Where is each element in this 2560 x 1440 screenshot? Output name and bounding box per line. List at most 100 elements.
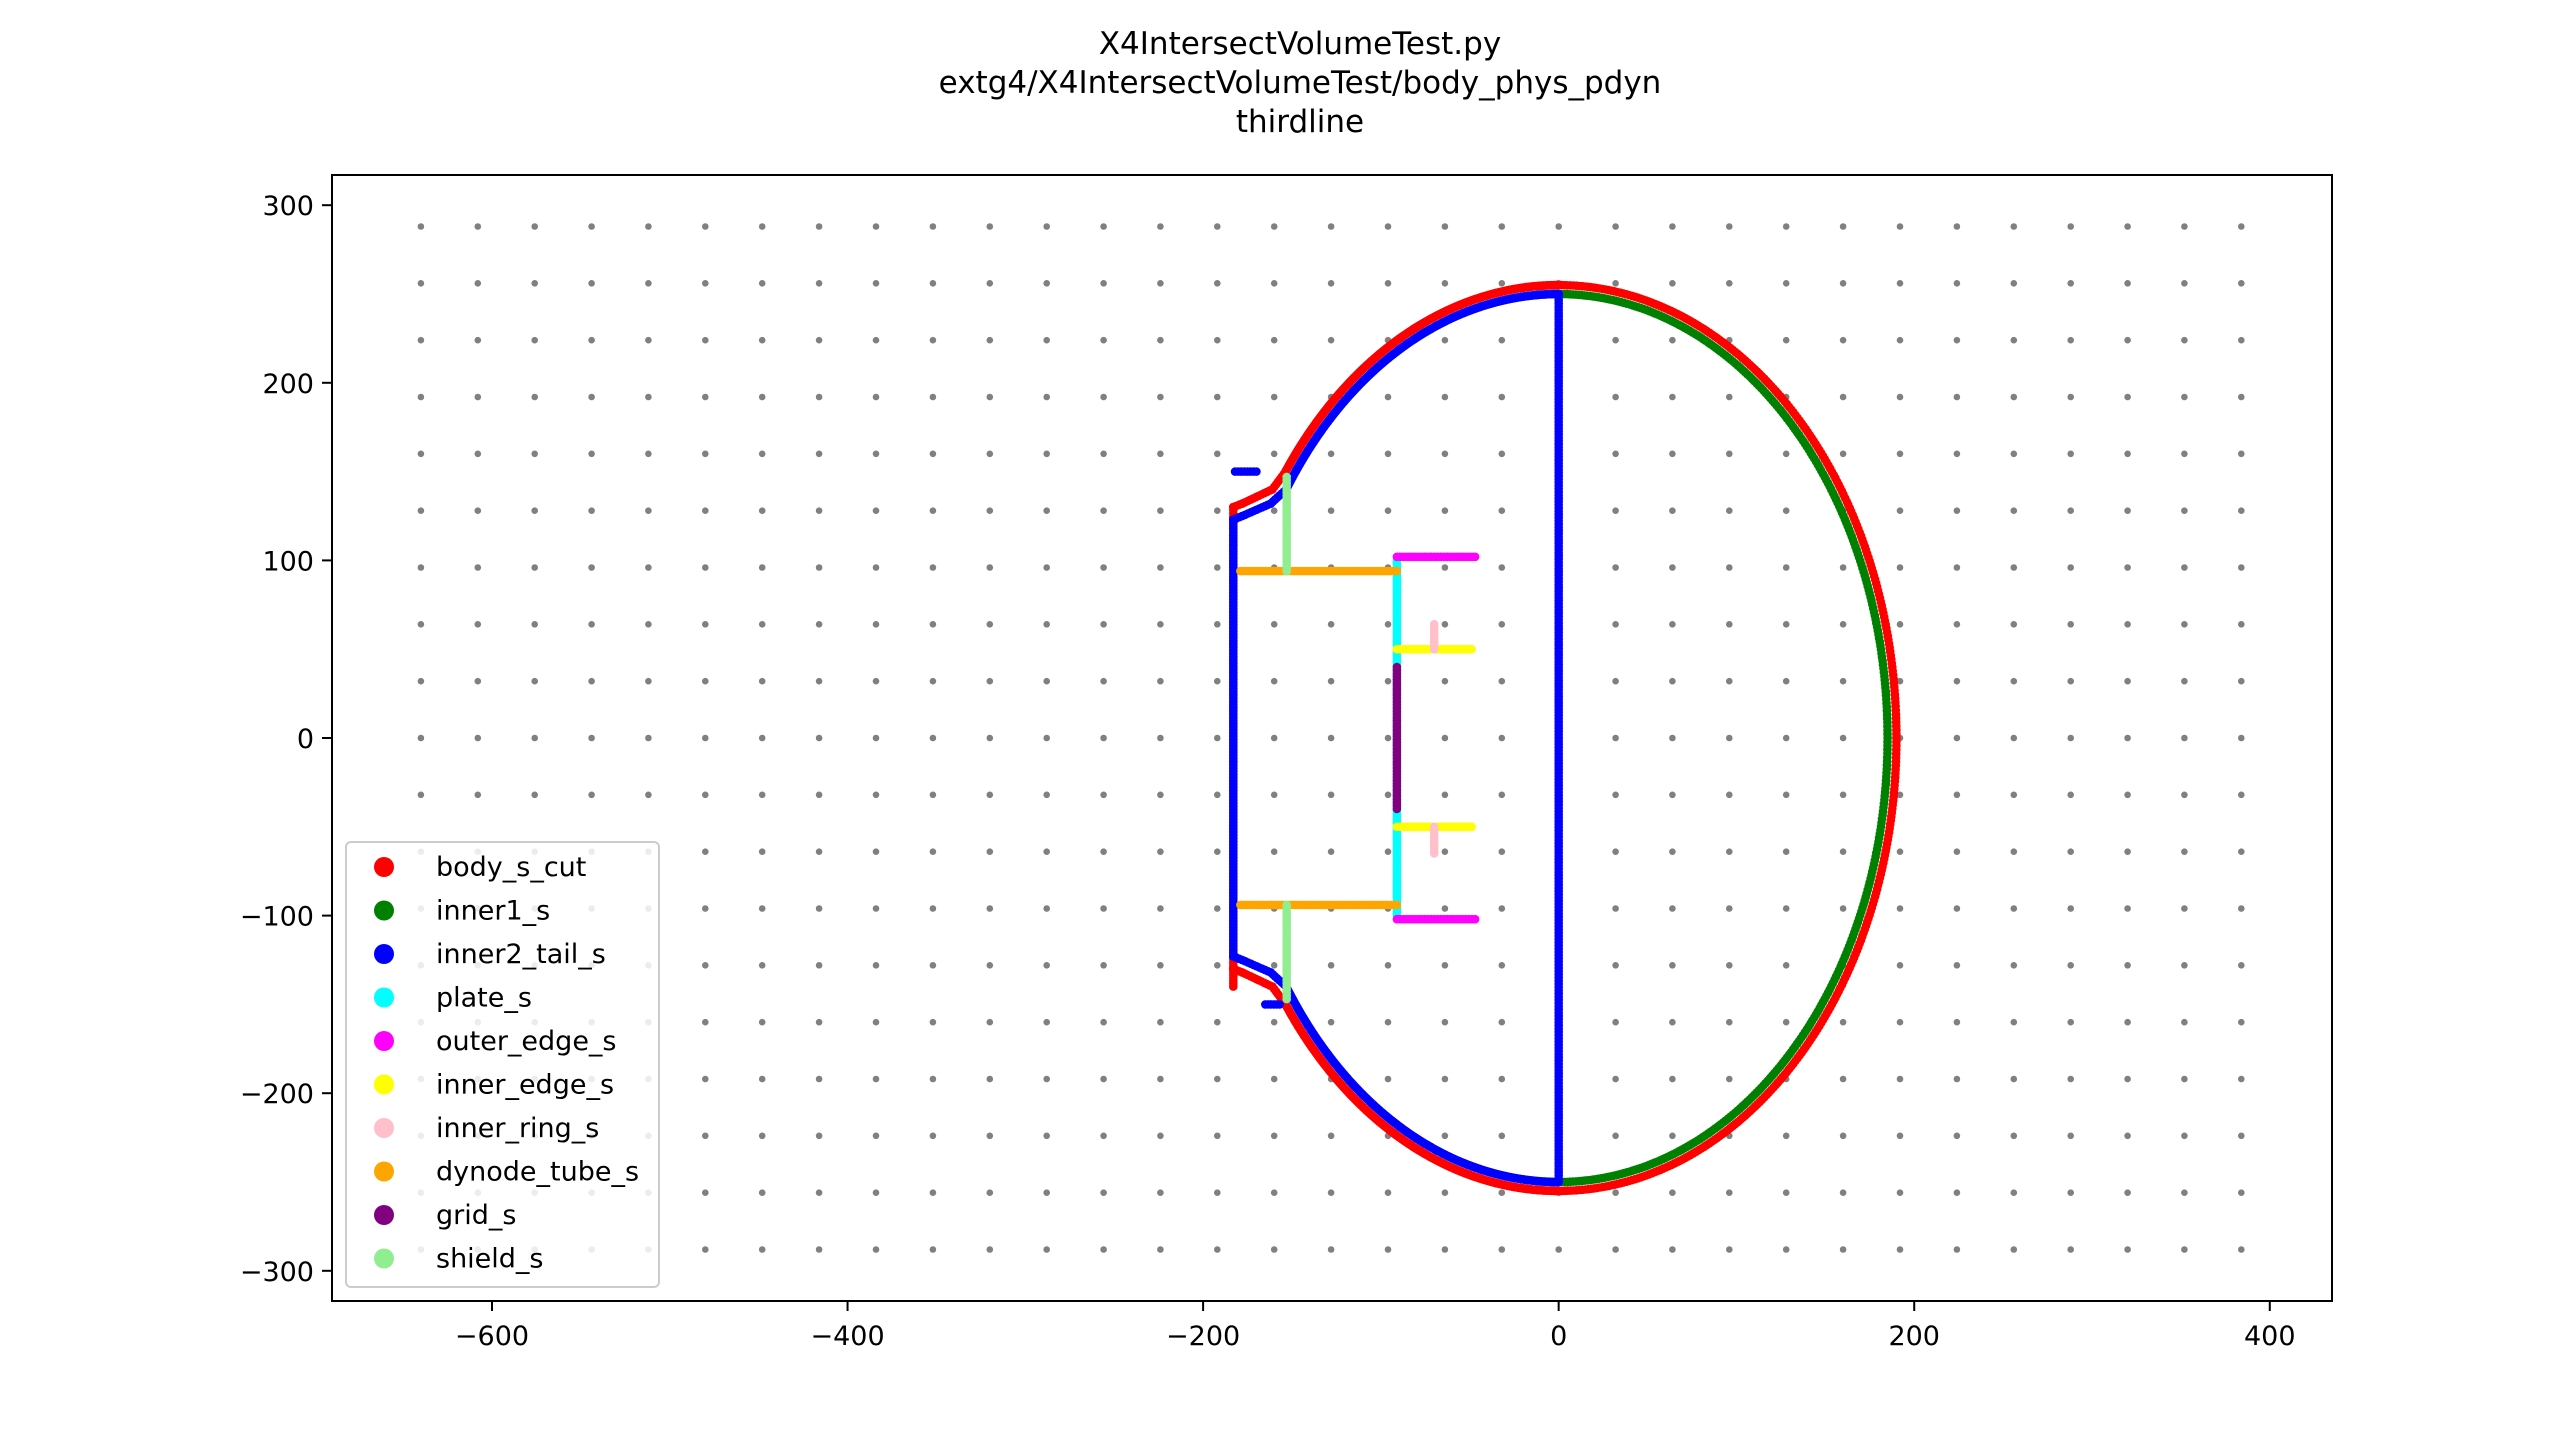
background-point bbox=[531, 621, 538, 628]
background-point bbox=[815, 336, 823, 344]
background-point bbox=[645, 336, 652, 344]
background-point bbox=[1782, 450, 1790, 458]
y-tick-label: 100 bbox=[262, 546, 314, 577]
background-point bbox=[1441, 734, 1449, 742]
background-point bbox=[1612, 280, 1619, 287]
background-point bbox=[702, 450, 709, 458]
background-point bbox=[1157, 564, 1164, 571]
background-point bbox=[929, 1075, 937, 1083]
background-point bbox=[815, 905, 823, 912]
background-point bbox=[1043, 1246, 1050, 1253]
background-point bbox=[1669, 450, 1676, 458]
background-point bbox=[1669, 507, 1676, 514]
background-point bbox=[758, 280, 766, 287]
background-point bbox=[1043, 450, 1050, 458]
background-point bbox=[1214, 1132, 1221, 1140]
background-point bbox=[1384, 677, 1392, 685]
background-point bbox=[417, 677, 425, 685]
background-point bbox=[2181, 450, 2188, 458]
background-point bbox=[1498, 791, 1506, 799]
background-point bbox=[1327, 621, 1335, 628]
background-point bbox=[1327, 848, 1335, 855]
background-point bbox=[815, 962, 823, 969]
background-point bbox=[1896, 336, 1904, 344]
background-point bbox=[1953, 450, 1961, 458]
background-point bbox=[1669, 1132, 1676, 1140]
background-point bbox=[758, 677, 766, 685]
background-point bbox=[1782, 223, 1790, 230]
background-point bbox=[2067, 734, 2074, 742]
background-point bbox=[1498, 336, 1506, 344]
legend: body_s_cut inner1_s inner2_tail_s plate_sou… bbox=[345, 841, 660, 1288]
background-point bbox=[2010, 1132, 2018, 1140]
background-point bbox=[1100, 734, 1107, 742]
background-point bbox=[1612, 791, 1619, 799]
background-point bbox=[1839, 1246, 1847, 1253]
background-point bbox=[872, 1132, 880, 1140]
background-point bbox=[1441, 280, 1449, 287]
background-point bbox=[2238, 962, 2245, 969]
background-point bbox=[1441, 223, 1449, 230]
background-point bbox=[702, 1132, 709, 1140]
background-point bbox=[1896, 223, 1904, 230]
background-point bbox=[645, 280, 652, 287]
background-point bbox=[1669, 280, 1676, 287]
background-point bbox=[1896, 962, 1904, 969]
background-point bbox=[1498, 905, 1506, 912]
background-point bbox=[2124, 1189, 2131, 1196]
background-point bbox=[1839, 677, 1847, 685]
background-point bbox=[1214, 1189, 1221, 1196]
background-point bbox=[1612, 621, 1619, 628]
background-point bbox=[1043, 621, 1050, 628]
background-point bbox=[1669, 1018, 1676, 1026]
background-point bbox=[1100, 1246, 1107, 1253]
background-point bbox=[474, 677, 482, 685]
y-axis: 300 200 100 0 −100 −200 −300 bbox=[240, 191, 332, 1288]
background-point bbox=[1726, 1075, 1733, 1083]
background-point bbox=[2010, 336, 2018, 344]
background-point bbox=[1612, 905, 1619, 912]
background-point bbox=[1498, 223, 1506, 230]
background-point bbox=[1157, 734, 1164, 742]
background-point bbox=[1043, 393, 1050, 401]
background-point bbox=[588, 223, 595, 230]
background-point bbox=[645, 621, 652, 628]
background-point bbox=[2010, 280, 2018, 287]
background-point bbox=[702, 564, 709, 571]
background-point bbox=[588, 450, 595, 458]
legend-marker bbox=[374, 1118, 394, 1138]
background-point bbox=[815, 677, 823, 685]
background-point bbox=[1157, 962, 1164, 969]
title-line-3: thirdline bbox=[1236, 104, 1364, 140]
background-point bbox=[1214, 848, 1221, 855]
background-point bbox=[702, 393, 709, 401]
background-point bbox=[2181, 1075, 2188, 1083]
background-point bbox=[702, 905, 709, 912]
background-point bbox=[986, 848, 994, 855]
background-point bbox=[645, 393, 652, 401]
background-point bbox=[1214, 905, 1221, 912]
background-point bbox=[872, 1075, 880, 1083]
background-point bbox=[2010, 1189, 2018, 1196]
background-point bbox=[1612, 1018, 1619, 1026]
background-point bbox=[929, 677, 937, 685]
background-point bbox=[815, 734, 823, 742]
chart-title: X4IntersectVolumeTest.py extg4/X4Interse… bbox=[939, 26, 1662, 140]
background-point bbox=[1555, 1246, 1562, 1253]
background-point bbox=[1100, 677, 1107, 685]
background-point bbox=[1839, 1018, 1847, 1026]
background-point bbox=[531, 223, 538, 230]
legend-label: inner2_tail_s bbox=[436, 939, 606, 970]
background-point bbox=[1327, 223, 1335, 230]
series-dynode-tube-s bbox=[1236, 566, 1402, 910]
background-point bbox=[986, 507, 994, 514]
background-point bbox=[2238, 734, 2245, 742]
background-point bbox=[929, 1189, 937, 1196]
background-point bbox=[2124, 677, 2131, 685]
background-point bbox=[588, 791, 595, 799]
background-point bbox=[1100, 962, 1107, 969]
background-point bbox=[986, 393, 994, 401]
background-point bbox=[758, 393, 766, 401]
x-axis: −600 −400 −200 0 200 400 bbox=[455, 1301, 2296, 1352]
background-point bbox=[1384, 621, 1392, 628]
